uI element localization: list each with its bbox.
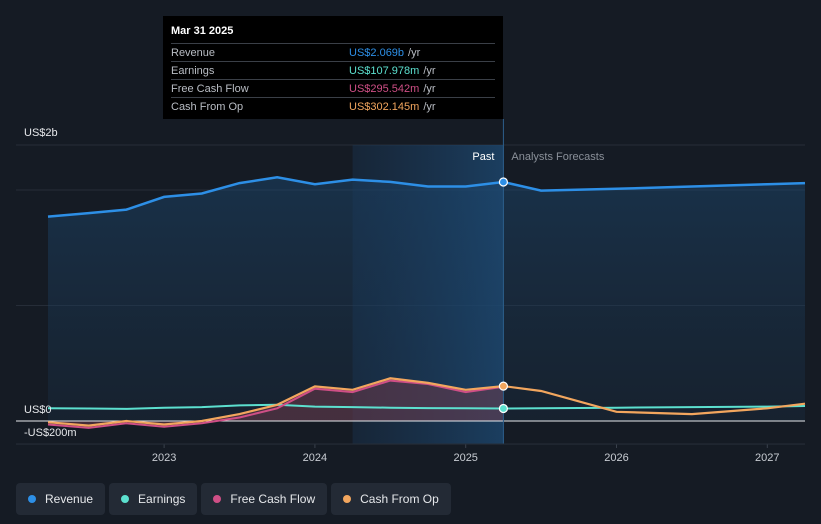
tooltip-row-label: Cash From Op (171, 100, 244, 113)
cfo-line (47, 377, 806, 427)
x-tick-label: 2027 (755, 452, 779, 464)
revenue-marker (498, 177, 509, 187)
tooltip-row-value: US$295.542m (349, 82, 420, 95)
legend-label: Earnings (138, 492, 186, 506)
legend-label: Revenue (45, 492, 94, 506)
tooltip-row: Cash From Op US$302.145m/yr (171, 97, 495, 115)
legend-dot-icon (28, 495, 36, 503)
tooltip-row-unit: /yr (423, 64, 436, 77)
hover-tooltip: Mar 31 2025 Revenue US$2.069b/yr Earnings U… (163, 16, 503, 119)
tooltip-row-label: Free Cash Flow (171, 82, 249, 95)
tooltip-date: Mar 31 2025 (171, 25, 234, 37)
earnings-marker (498, 403, 509, 414)
revenue-line (47, 176, 806, 218)
legend-item-revenue[interactable]: Revenue (16, 483, 106, 515)
legend-dot-icon (343, 495, 352, 503)
earnings-line (47, 403, 806, 410)
legend-label: Cash From Op (360, 492, 439, 506)
tooltip-row-unit: /yr (423, 100, 436, 113)
legend-item-earnings[interactable]: Earnings (109, 483, 198, 515)
x-tick-label: 2025 (453, 452, 477, 464)
chart-legend: Revenue Earnings Free Cash Flow Cash From O… (16, 483, 451, 515)
legend-dot-icon (213, 495, 222, 503)
forecast-label: Analysts Forecasts (511, 151, 604, 163)
legend-label: Free Cash Flow (230, 492, 316, 506)
legend-dot-icon (121, 495, 130, 503)
x-tick-label: 2023 (152, 452, 176, 464)
y-axis-label-bottom: -US$200m (24, 427, 77, 439)
tooltip-row: Earnings US$107.978m/yr (171, 61, 495, 79)
y-axis-label-top: US$2b (24, 127, 58, 139)
legend-item-free-cash-flow[interactable]: Free Cash Flow (201, 483, 328, 515)
cfo-marker (498, 381, 509, 391)
tooltip-row-label: Revenue (171, 46, 216, 59)
tooltip-row-unit: /yr (408, 46, 421, 59)
tooltip-row-label: Earnings (171, 64, 215, 77)
legend-item-cash-from-op[interactable]: Cash From Op (331, 483, 451, 515)
x-tick-label: 2026 (604, 452, 628, 464)
cash-area (48, 378, 504, 426)
tooltip-row-value: US$107.978m (349, 64, 420, 77)
past-label: Past (472, 151, 494, 163)
tooltip-row-value: US$302.145m (349, 100, 420, 113)
y-axis-label-zero: US$0 (24, 404, 52, 416)
x-tick-label: 2024 (303, 452, 327, 464)
tooltip-row-value: US$2.069b (349, 46, 405, 59)
tooltip-row: Free Cash Flow US$295.542m/yr (171, 79, 495, 97)
tooltip-row-unit: /yr (423, 82, 436, 95)
tooltip-row: Revenue US$2.069b/yr (171, 43, 495, 61)
